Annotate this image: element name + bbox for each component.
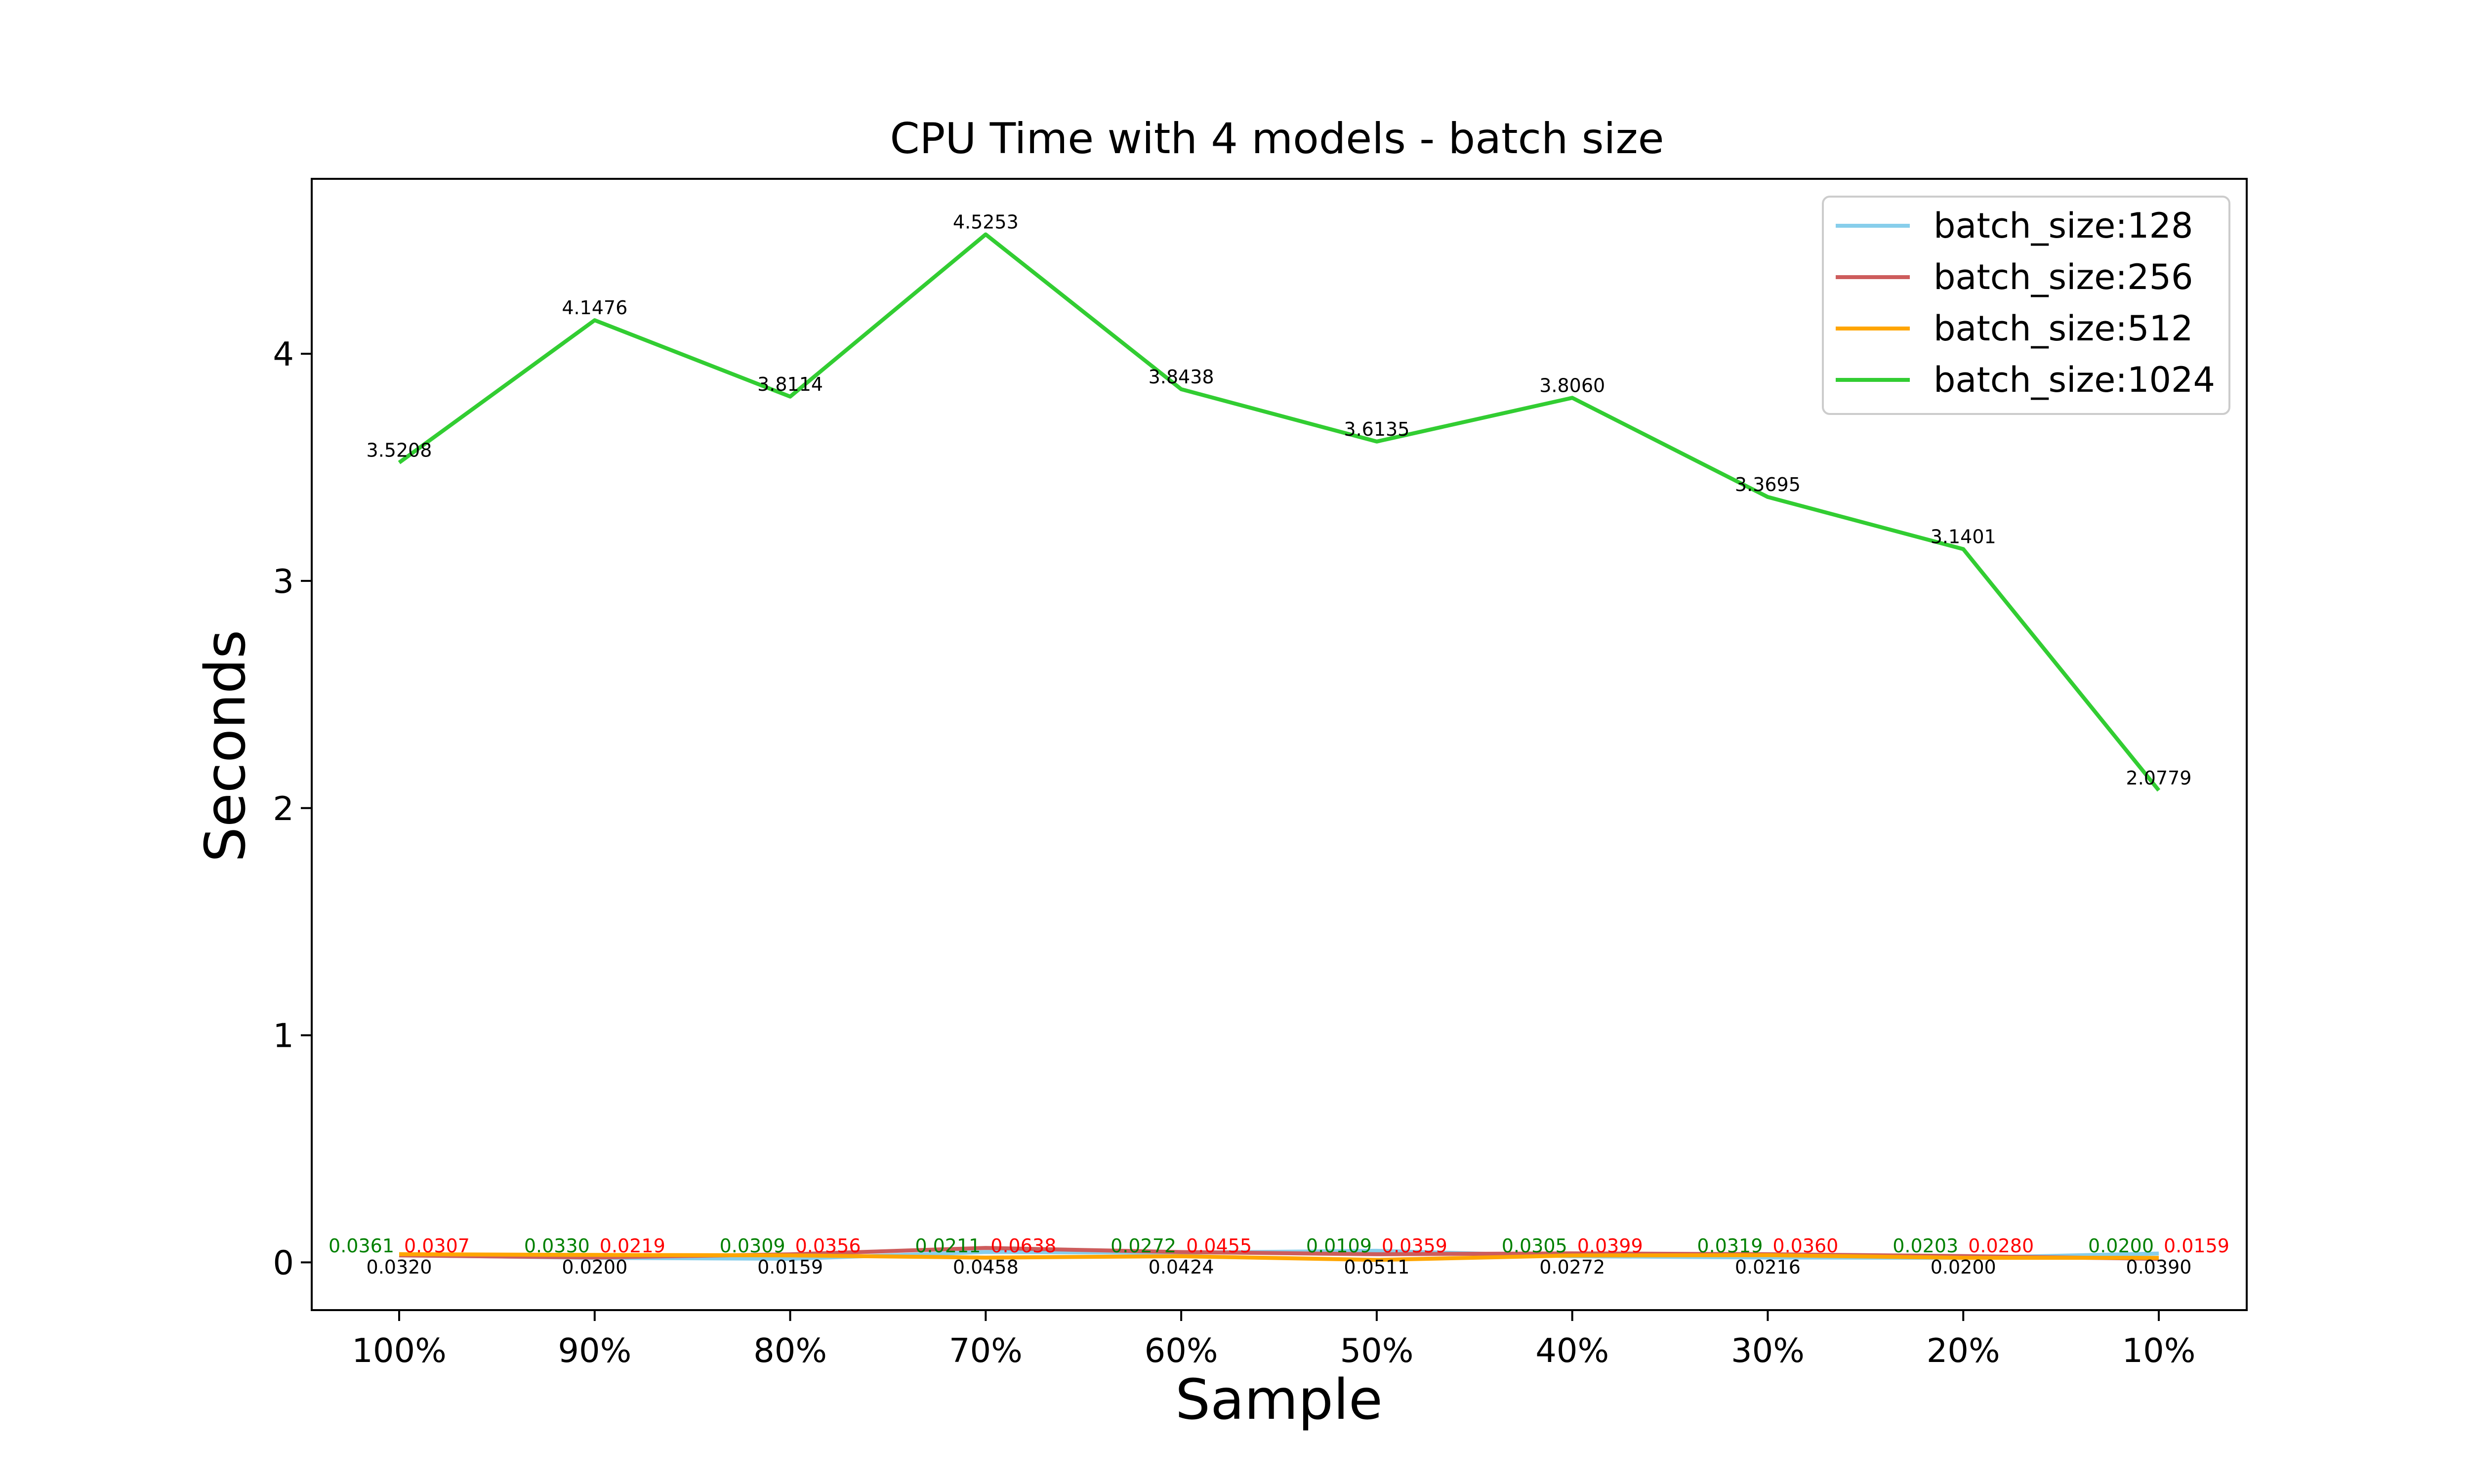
data-label: 0.0200 [2088, 1235, 2154, 1257]
data-label: 3.6135 [1344, 418, 1409, 440]
x-tick-label: 80% [753, 1331, 827, 1370]
legend-label-3: batch_size:1024 [1934, 360, 2215, 400]
y-tick-label: 4 [273, 335, 294, 373]
legend: batch_size:128 batch_size:256 batch_size:5… [1822, 196, 2230, 415]
data-label: 0.0359 [1382, 1235, 1447, 1257]
data-label: 0.0455 [1186, 1235, 1252, 1257]
data-label: 0.0458 [953, 1256, 1019, 1278]
data-label: 0.0390 [2126, 1256, 2192, 1278]
data-label: 0.0200 [1931, 1256, 1996, 1278]
x-tick-label: 60% [1145, 1331, 1218, 1370]
data-label: 3.8114 [757, 373, 823, 395]
data-label: 0.0216 [1735, 1256, 1801, 1278]
data-label: 0.0272 [1539, 1256, 1605, 1278]
y-tick-label: 2 [273, 789, 294, 828]
data-label: 4.5253 [953, 211, 1019, 233]
legend-box [1822, 196, 2230, 415]
data-label: 0.0399 [1577, 1235, 1643, 1257]
data-label: 0.0211 [915, 1235, 981, 1257]
data-label: 0.0320 [367, 1256, 432, 1278]
x-tick-label: 10% [2122, 1331, 2196, 1370]
x-tick-label: 70% [949, 1331, 1023, 1370]
axes: 100% 90% 80% 70% 60% 50% 40% 30% 20% 10% 0 1 2 3 4 [273, 335, 2195, 1370]
data-label: 3.8438 [1149, 366, 1214, 388]
series-line-2 [399, 1252, 2159, 1262]
data-label: 3.3695 [1735, 474, 1801, 495]
plot-frame [311, 178, 2248, 1311]
legend-label-1: batch_size:256 [1934, 257, 2193, 297]
data-label: 0.0109 [1306, 1235, 1372, 1257]
data-label: 2.0779 [2126, 767, 2192, 789]
legend-label-2: batch_size:512 [1934, 308, 2193, 349]
data-label: 0.0360 [1772, 1235, 1838, 1257]
x-tick-label: 20% [1927, 1331, 2000, 1370]
data-labels: 0.0320 0.0200 0.0159 0.0458 0.0424 0.0511 0.02… [329, 211, 2229, 1278]
data-label: 3.5208 [367, 439, 432, 461]
data-label: 0.0511 [1344, 1256, 1409, 1278]
data-label: 0.0309 [720, 1235, 785, 1257]
data-label: 0.0307 [404, 1235, 470, 1257]
data-label: 0.0361 [329, 1235, 394, 1257]
x-axis-label: Sample [1175, 1368, 1383, 1432]
data-label: 3.1401 [1931, 526, 1996, 548]
x-tick-label: 30% [1731, 1331, 1805, 1370]
data-label: 0.0203 [1893, 1235, 1958, 1257]
y-tick-label: 0 [273, 1243, 294, 1282]
data-label: 0.0330 [524, 1235, 590, 1257]
y-tick-label: 1 [273, 1017, 294, 1055]
data-label: 3.8060 [1539, 374, 1605, 396]
data-label: 0.0280 [1968, 1235, 2034, 1257]
data-label: 4.1476 [562, 297, 627, 319]
data-label: 0.0272 [1111, 1235, 1176, 1257]
data-label: 0.0200 [562, 1256, 627, 1278]
y-tick-label: 3 [273, 562, 294, 601]
x-tick-label: 50% [1340, 1331, 1413, 1370]
data-label: 0.0424 [1149, 1256, 1214, 1278]
x-tick-label: 40% [1535, 1331, 1609, 1370]
data-label: 0.0356 [795, 1235, 861, 1257]
chart-title: CPU Time with 4 models - batch size [890, 114, 1664, 164]
legend-label-0: batch_size:128 [1934, 206, 2193, 246]
data-label: 0.0159 [757, 1256, 823, 1278]
data-label: 0.0319 [1697, 1235, 1763, 1257]
x-tick-label: 100% [352, 1331, 447, 1370]
data-label: 0.0305 [1502, 1235, 1567, 1257]
series-line-3 [398, 232, 2161, 792]
data-label: 0.0159 [2164, 1235, 2229, 1257]
data-label: 0.0219 [600, 1235, 665, 1257]
x-tick-label: 90% [558, 1331, 631, 1370]
data-label: 0.0638 [990, 1235, 1056, 1257]
y-axis-label: Seconds [194, 630, 258, 863]
plot-area [398, 232, 2161, 1262]
